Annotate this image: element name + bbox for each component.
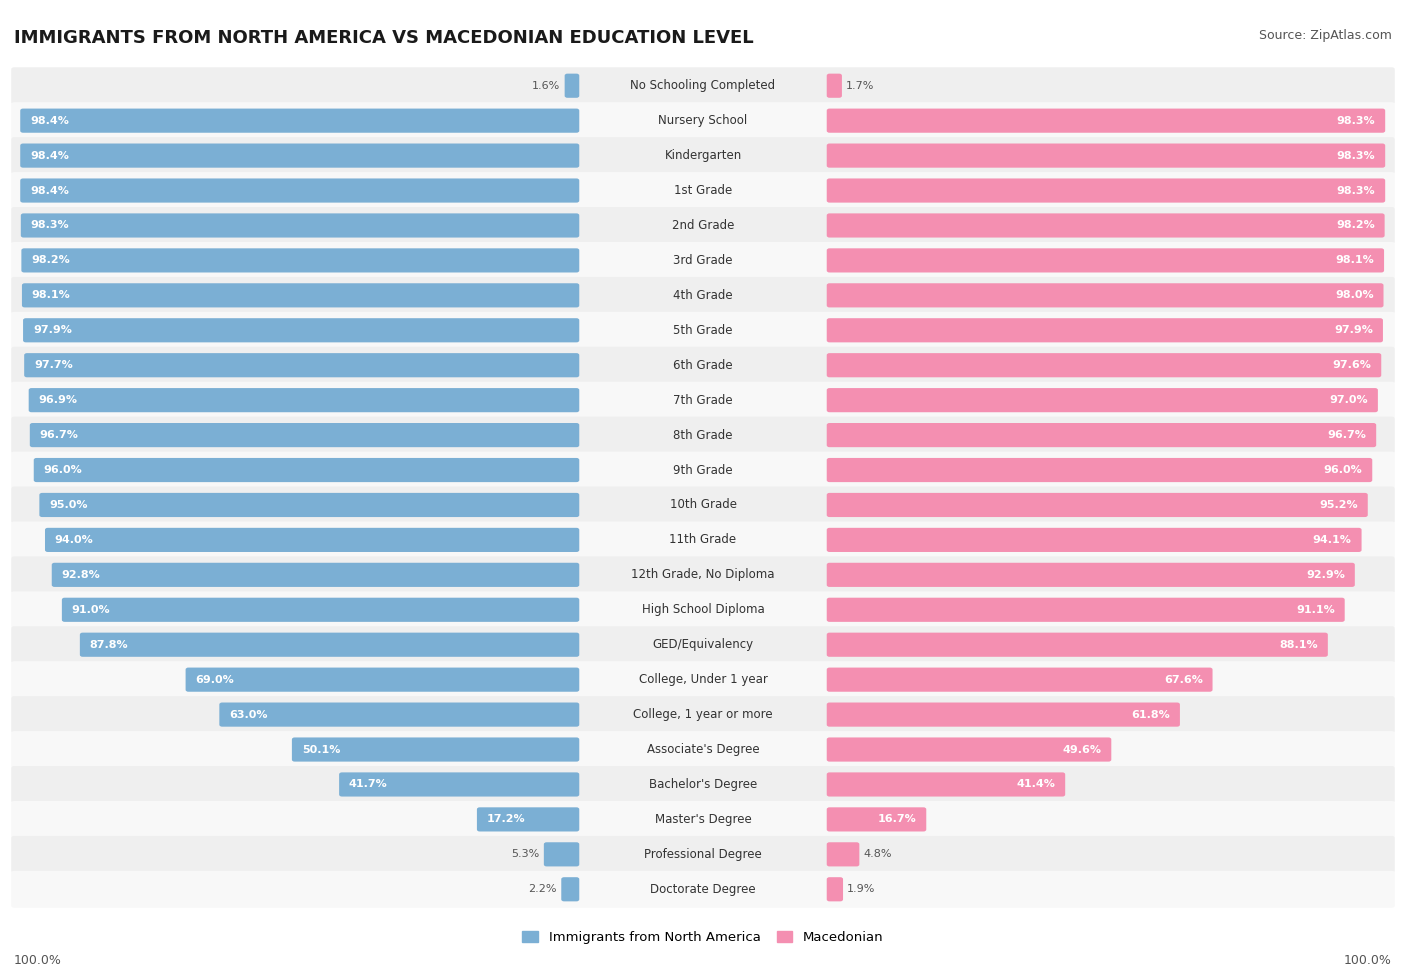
Text: 1.7%: 1.7% bbox=[846, 81, 875, 91]
Text: 41.7%: 41.7% bbox=[349, 779, 388, 790]
Text: 1.9%: 1.9% bbox=[848, 884, 876, 894]
Text: 10th Grade: 10th Grade bbox=[669, 498, 737, 512]
Text: 95.2%: 95.2% bbox=[1319, 500, 1358, 510]
Text: 88.1%: 88.1% bbox=[1279, 640, 1317, 649]
Text: 49.6%: 49.6% bbox=[1063, 745, 1101, 755]
Text: 5.3%: 5.3% bbox=[512, 849, 540, 859]
Text: 50.1%: 50.1% bbox=[302, 745, 340, 755]
Text: 98.3%: 98.3% bbox=[1337, 150, 1375, 161]
Text: 87.8%: 87.8% bbox=[90, 640, 128, 649]
Text: 97.0%: 97.0% bbox=[1330, 395, 1368, 406]
Text: 63.0%: 63.0% bbox=[229, 710, 267, 720]
Text: 98.4%: 98.4% bbox=[30, 116, 69, 126]
Text: IMMIGRANTS FROM NORTH AMERICA VS MACEDONIAN EDUCATION LEVEL: IMMIGRANTS FROM NORTH AMERICA VS MACEDON… bbox=[14, 29, 754, 47]
Text: 96.7%: 96.7% bbox=[39, 430, 79, 440]
Text: Professional Degree: Professional Degree bbox=[644, 848, 762, 861]
Text: 98.2%: 98.2% bbox=[31, 255, 70, 265]
Text: 95.0%: 95.0% bbox=[49, 500, 87, 510]
Text: 92.8%: 92.8% bbox=[62, 569, 100, 580]
Text: College, 1 year or more: College, 1 year or more bbox=[633, 708, 773, 722]
Text: 98.1%: 98.1% bbox=[1336, 255, 1374, 265]
Text: 97.9%: 97.9% bbox=[32, 326, 72, 335]
Text: 4th Grade: 4th Grade bbox=[673, 289, 733, 302]
Text: 1st Grade: 1st Grade bbox=[673, 184, 733, 197]
Text: 98.0%: 98.0% bbox=[1336, 291, 1374, 300]
Text: Nursery School: Nursery School bbox=[658, 114, 748, 127]
Text: 69.0%: 69.0% bbox=[195, 675, 235, 684]
Text: 41.4%: 41.4% bbox=[1017, 779, 1056, 790]
Text: 3rd Grade: 3rd Grade bbox=[673, 254, 733, 267]
Text: 7th Grade: 7th Grade bbox=[673, 394, 733, 407]
Text: 96.7%: 96.7% bbox=[1327, 430, 1367, 440]
Text: 96.9%: 96.9% bbox=[38, 395, 77, 406]
Text: 97.9%: 97.9% bbox=[1334, 326, 1374, 335]
Text: Kindergarten: Kindergarten bbox=[665, 149, 741, 162]
Text: 12th Grade, No Diploma: 12th Grade, No Diploma bbox=[631, 568, 775, 581]
Text: 98.4%: 98.4% bbox=[30, 185, 69, 196]
Text: 2.2%: 2.2% bbox=[529, 884, 557, 894]
Text: 98.4%: 98.4% bbox=[30, 150, 69, 161]
Text: Master's Degree: Master's Degree bbox=[655, 813, 751, 826]
Text: 98.3%: 98.3% bbox=[1337, 116, 1375, 126]
Legend: Immigrants from North America, Macedonian: Immigrants from North America, Macedonia… bbox=[523, 931, 883, 944]
Text: 11th Grade: 11th Grade bbox=[669, 533, 737, 546]
Text: Source: ZipAtlas.com: Source: ZipAtlas.com bbox=[1258, 29, 1392, 42]
Text: 97.7%: 97.7% bbox=[34, 360, 73, 370]
Text: 4.8%: 4.8% bbox=[863, 849, 891, 859]
Text: 96.0%: 96.0% bbox=[1323, 465, 1362, 475]
Text: 1.6%: 1.6% bbox=[533, 81, 561, 91]
Text: 9th Grade: 9th Grade bbox=[673, 463, 733, 477]
Text: 94.1%: 94.1% bbox=[1313, 535, 1351, 545]
Text: No Schooling Completed: No Schooling Completed bbox=[630, 79, 776, 93]
Text: 98.3%: 98.3% bbox=[31, 220, 69, 230]
Text: 2nd Grade: 2nd Grade bbox=[672, 219, 734, 232]
Text: Doctorate Degree: Doctorate Degree bbox=[650, 882, 756, 896]
Text: 8th Grade: 8th Grade bbox=[673, 429, 733, 442]
Text: 98.1%: 98.1% bbox=[32, 291, 70, 300]
Text: 5th Grade: 5th Grade bbox=[673, 324, 733, 336]
Text: 67.6%: 67.6% bbox=[1164, 675, 1202, 684]
Text: 94.0%: 94.0% bbox=[55, 535, 94, 545]
Text: 98.2%: 98.2% bbox=[1336, 220, 1375, 230]
Text: 17.2%: 17.2% bbox=[486, 814, 526, 825]
Text: 98.3%: 98.3% bbox=[1337, 185, 1375, 196]
Text: 91.0%: 91.0% bbox=[72, 604, 110, 615]
Text: 96.0%: 96.0% bbox=[44, 465, 83, 475]
Text: 97.6%: 97.6% bbox=[1333, 360, 1371, 370]
Text: 61.8%: 61.8% bbox=[1132, 710, 1170, 720]
Text: High School Diploma: High School Diploma bbox=[641, 604, 765, 616]
Text: Associate's Degree: Associate's Degree bbox=[647, 743, 759, 756]
Text: 100.0%: 100.0% bbox=[14, 954, 62, 967]
Text: 100.0%: 100.0% bbox=[1344, 954, 1392, 967]
Text: GED/Equivalency: GED/Equivalency bbox=[652, 639, 754, 651]
Text: College, Under 1 year: College, Under 1 year bbox=[638, 673, 768, 686]
Text: 92.9%: 92.9% bbox=[1306, 569, 1346, 580]
Text: 16.7%: 16.7% bbox=[877, 814, 917, 825]
Text: 91.1%: 91.1% bbox=[1296, 604, 1334, 615]
Text: 6th Grade: 6th Grade bbox=[673, 359, 733, 371]
Text: Bachelor's Degree: Bachelor's Degree bbox=[650, 778, 756, 791]
